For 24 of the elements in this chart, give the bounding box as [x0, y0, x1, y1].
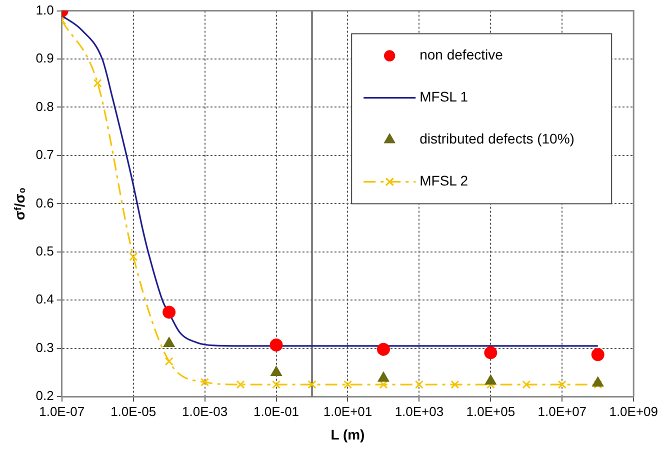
y-tick-label: 1.0: [36, 2, 54, 18]
x-tick-label: 1.0E-01: [253, 404, 300, 419]
x-tick-label: 1.0E+05: [466, 404, 516, 419]
legend-label: MFSL 1: [420, 88, 468, 105]
y-tick-label: 0.7: [36, 147, 54, 162]
x-tick-label: 1.0E+03: [394, 404, 444, 419]
y-tick-label: 0.2: [36, 388, 54, 404]
x-tick-label: 1.0E-05: [110, 404, 156, 419]
legend-label: non defective: [420, 46, 504, 63]
x-tick-label: 1.0E+09: [609, 404, 658, 419]
legend-label: MFSL 2: [420, 172, 468, 189]
x-tick-label: 1.0E-03: [182, 404, 228, 419]
x-tick-label: 1.0E-07: [39, 404, 85, 419]
y-tick-label: 0.4: [36, 292, 54, 307]
x-tick-label: 1.0E+07: [538, 404, 587, 419]
y-tick-label: 0.3: [36, 340, 54, 355]
y-tick-label: 0.8: [36, 98, 54, 114]
y-axis-title: σᶠ/σ₀: [11, 187, 28, 220]
y-tick-label: 0.5: [36, 244, 54, 259]
y-tick-label: 0.6: [36, 195, 54, 210]
y-tick-label: 0.9: [36, 50, 54, 66]
x-axis-title: L (m): [330, 426, 365, 442]
x-tick-label: 1.0E+01: [323, 404, 372, 419]
legend-label: distributed defects (10%): [420, 130, 574, 147]
